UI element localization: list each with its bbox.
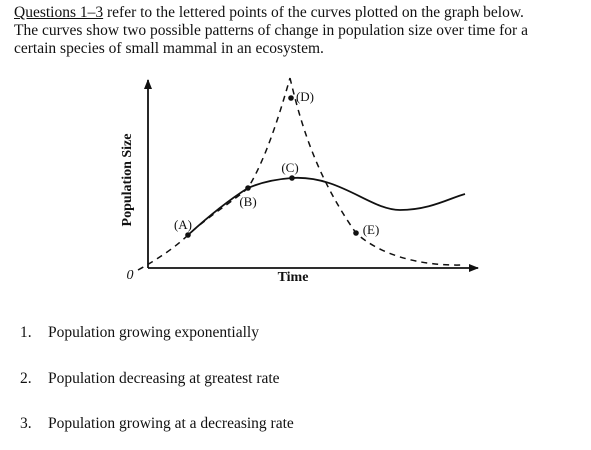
point-label: (D) <box>296 89 314 104</box>
question-text: Population decreasing at greatest rate <box>48 370 280 387</box>
point-marker <box>353 230 359 236</box>
x-axis-label: Time <box>278 270 309 285</box>
graph: (A) (B) (C) (D) (E) Population Size Time… <box>120 77 479 285</box>
intro-text: refer to the lettered points of the curv… <box>107 4 524 21</box>
intro-line: Questions 1–3 refer to the lettered poin… <box>14 4 528 22</box>
question-text: Population growing at a decreasing rate <box>48 415 294 432</box>
question-text: Population growing exponentially <box>48 324 259 341</box>
exponential-curve <box>137 77 463 271</box>
question-reference: Questions 1–3 <box>14 4 104 21</box>
origin-label: 0 <box>127 268 134 283</box>
intro-line: certain species of small mammal in an ec… <box>14 40 324 57</box>
point-label: (A) <box>174 217 192 232</box>
intro-line: The curves show two possible patterns of… <box>14 22 528 39</box>
point-label: (C) <box>281 160 298 175</box>
point-marker <box>245 185 251 191</box>
logistic-curve <box>187 177 466 236</box>
point-marker <box>288 95 294 101</box>
point-marker <box>289 175 295 181</box>
y-axis-label: Population Size <box>120 134 135 227</box>
intro: Questions 1–3 refer to the lettered poin… <box>14 4 528 58</box>
point-label: (E) <box>363 222 380 237</box>
question-number: 1. <box>20 324 32 341</box>
point-label: (B) <box>239 194 256 209</box>
point-marker <box>185 232 191 238</box>
question-number: 3. <box>20 415 32 432</box>
question-number: 2. <box>20 370 32 387</box>
